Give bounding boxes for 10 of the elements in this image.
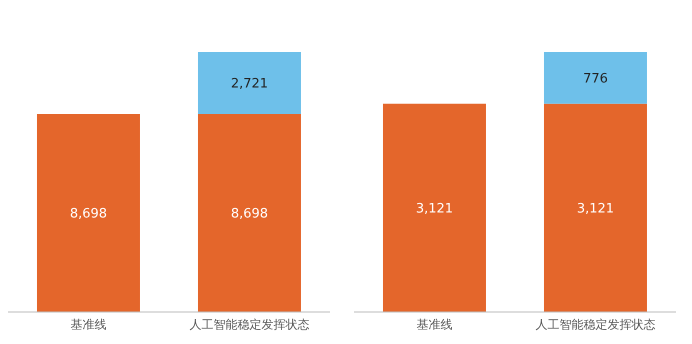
data-label: 8,698 <box>70 206 108 222</box>
data-label: 3,121 <box>416 202 454 216</box>
x-tick-label: 基准线 <box>70 318 106 332</box>
x-tick-label: 人工智能稳定发挥状态 <box>536 318 656 332</box>
data-label: 2,721 <box>230 76 268 92</box>
x-tick-label: 人工智能稳定发挥状态 <box>190 318 310 332</box>
data-label: 776 <box>583 72 608 86</box>
data-label: 8,698 <box>230 206 268 222</box>
data-label: 3,121 <box>576 202 614 216</box>
x-tick-label: 基准线 <box>416 318 452 332</box>
